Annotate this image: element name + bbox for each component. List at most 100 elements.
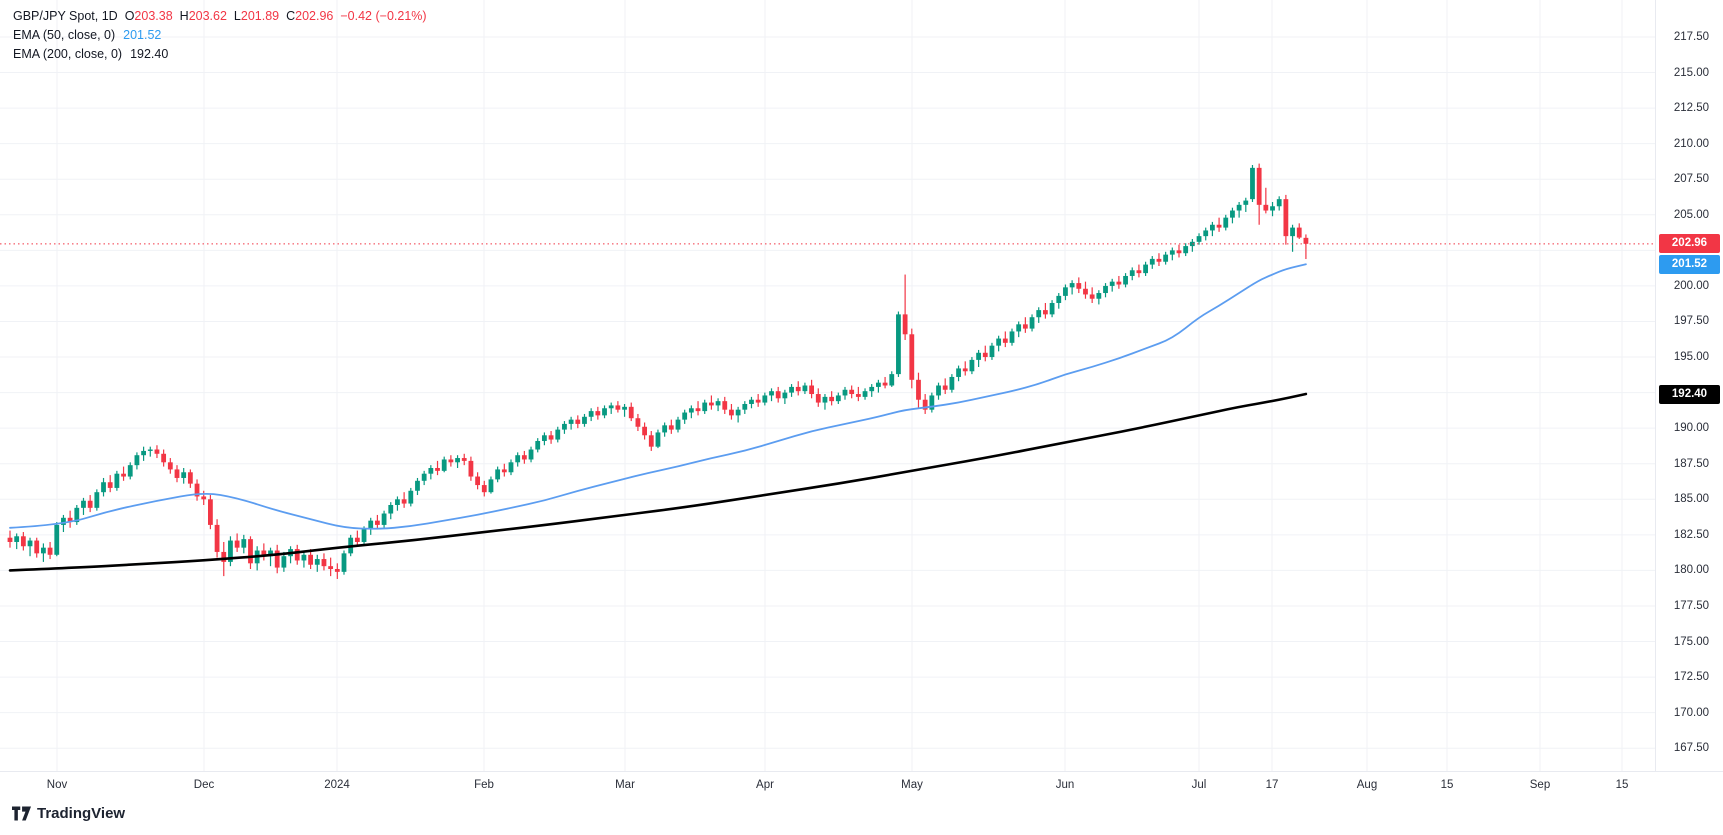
candle-up (896, 314, 901, 375)
candle-up (822, 396, 828, 403)
price-tick-label: 187.50 (1673, 457, 1709, 470)
tradingview-icon (12, 806, 31, 821)
candle-down (722, 401, 728, 410)
candle-down (1303, 237, 1309, 244)
candle-down (167, 462, 173, 470)
candle-up (441, 459, 447, 471)
candle-down (815, 394, 821, 403)
candle-up (1236, 204, 1242, 211)
candle-up (1270, 206, 1275, 211)
candle-down (208, 499, 213, 525)
price-axis[interactable]: 202.96 201.52 192.40 217.50 215.00 212.50 2… (1655, 0, 1723, 771)
candle-up (54, 524, 60, 555)
candle-down (595, 411, 601, 416)
candle-up (876, 382, 881, 387)
indicator-row-ema50[interactable]: EMA (50, close, 0) 201.52 (13, 26, 427, 45)
indicator-row-ema200[interactable]: EMA (200, close, 0) 192.40 (13, 45, 427, 64)
candle-up (996, 338, 1002, 346)
symbol-title[interactable]: GBP/JPY Spot, 1D (13, 9, 118, 23)
candle-up (114, 473, 120, 488)
tradingview-logo[interactable]: TradingView (12, 805, 125, 822)
candle-up (568, 419, 574, 424)
candle-up (388, 504, 394, 514)
candle-up (715, 401, 721, 406)
candle-up (682, 412, 688, 420)
time-axis[interactable]: Nov Dec 2024 Feb Mar Apr May Jun Jul 17 Aug 15 Sep 15 (0, 771, 1723, 802)
candle-up (869, 386, 875, 392)
time-axis-label: 2024 (324, 779, 350, 791)
candle-down (1043, 310, 1048, 315)
candle-up (1009, 331, 1015, 343)
candle-down (47, 547, 53, 555)
price-tick-label: 217.50 (1673, 30, 1709, 43)
time-axis-label: Feb (474, 779, 494, 791)
candle-down (201, 496, 207, 500)
price-tick-label: 175.00 (1673, 635, 1709, 648)
price-tick-label: 210.00 (1673, 137, 1709, 150)
candle-down (261, 550, 267, 557)
candle-down (982, 352, 988, 358)
candle-up (602, 408, 607, 416)
candle-up (341, 553, 347, 572)
candle-down (642, 426, 647, 436)
price-tick-label: 205.00 (1673, 208, 1709, 221)
candle-up (1096, 293, 1102, 299)
candle-down (308, 554, 313, 565)
candle-up (1049, 302, 1055, 315)
candle-up (141, 450, 146, 456)
candle-up (314, 559, 320, 565)
price-tick-label: 172.50 (1673, 671, 1709, 684)
candle-up (842, 389, 848, 396)
candle-down (1076, 283, 1082, 289)
price-tick-label: 190.00 (1673, 422, 1709, 435)
candle-up (1129, 270, 1135, 276)
candle-up (956, 368, 961, 377)
candle-up (1276, 199, 1282, 207)
candle-up (535, 440, 541, 450)
candle-up (81, 500, 86, 508)
ema200-value: 192.40 (130, 47, 169, 61)
change-value: −0.42 (−0.21%) (340, 9, 427, 23)
candle-up (562, 423, 567, 430)
candle-up (1029, 317, 1035, 329)
candle-down (1296, 227, 1302, 238)
price-tick-label: 215.00 (1673, 66, 1709, 79)
price-tick-label: 182.50 (1673, 528, 1709, 541)
candle-up (368, 520, 374, 530)
time-axis-label: 17 (1265, 779, 1279, 791)
candle-up (789, 386, 794, 393)
candle-down (1156, 258, 1162, 262)
candle-down (87, 500, 93, 508)
candle-up (762, 395, 768, 403)
price-tick-label: 207.50 (1673, 173, 1709, 186)
candle-down (461, 458, 467, 461)
candle-up (782, 392, 788, 399)
candle-up (408, 490, 414, 504)
candle-up (1183, 246, 1189, 254)
time-axis-label: Jul (1191, 779, 1207, 791)
candle-down (829, 396, 835, 402)
candle-up (181, 472, 187, 478)
last-price-badge: 202.96 (1659, 234, 1720, 254)
candle-up (655, 432, 661, 447)
candle-down (521, 455, 527, 460)
time-axis-label: Dec (193, 779, 215, 791)
candle-up (1143, 264, 1148, 274)
candle-up (61, 517, 66, 525)
candle-up (622, 406, 627, 410)
price-tick-label: 180.00 (1673, 564, 1709, 577)
candle-up (1189, 241, 1195, 247)
symbol-row[interactable]: GBP/JPY Spot, 1D O203.38 H203.62 L201.89 C20… (13, 7, 427, 26)
candle-down (321, 559, 327, 567)
candle-down (628, 406, 634, 419)
candle-down (435, 468, 440, 471)
ema50-value: 201.52 (123, 28, 162, 42)
candle-up (1063, 287, 1068, 296)
ohlc-low: L201.89 (233, 9, 280, 23)
price-chart-canvas[interactable] (0, 0, 1656, 771)
candle-up (582, 416, 587, 424)
candle-up (101, 482, 106, 493)
ohlc-close: C202.96 (286, 9, 334, 23)
candle-up (14, 536, 20, 542)
candle-up (1210, 224, 1215, 231)
